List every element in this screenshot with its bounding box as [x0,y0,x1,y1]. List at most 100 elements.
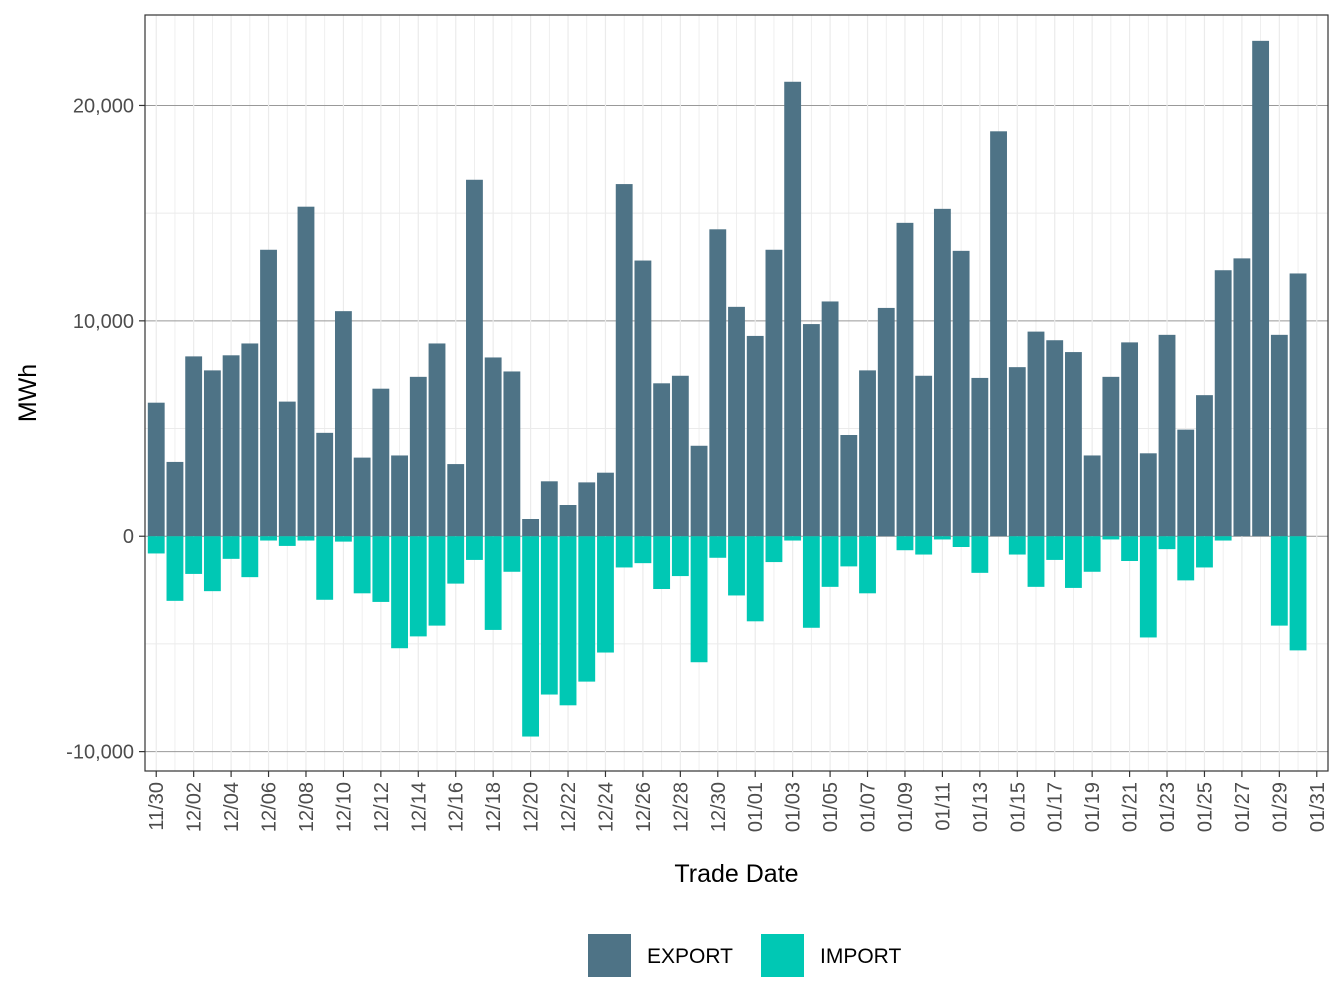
bar-import-01-11 [933,536,951,540]
bar-export-01-05 [821,301,839,537]
y-tick-label: 10,000 [73,311,134,333]
bar-export-12-27 [653,383,671,537]
bar-import-12-02 [185,536,203,574]
bar-export-01-24 [1177,429,1195,537]
x-tick-label: 01/27 [1232,782,1254,832]
bar-import-01-04 [802,536,820,628]
legend-key-export [588,934,631,977]
bar-export-12-09 [316,432,334,537]
bar-import-12-29 [690,536,708,663]
legend-label-import: IMPORT [820,945,901,968]
legend: EXPORT IMPORT [588,934,901,977]
bar-import-12-08 [297,536,315,541]
bar-export-01-12 [952,250,970,537]
x-axis-title: Trade Date [674,860,798,888]
bar-export-01-08 [877,307,895,537]
bar-export-01-06 [840,435,858,537]
bar-import-01-10 [915,536,933,555]
bar-export-01-04 [802,324,820,537]
bar-import-12-26 [634,536,652,564]
bar-export-01-11 [933,208,951,537]
y-axis-title: MWh [14,364,42,422]
bar-export-12-21 [540,481,558,537]
bar-import-01-06 [840,536,858,567]
bar-export-12-30 [709,229,727,537]
bar-export-12-16 [447,464,465,537]
x-tick-label: 01/09 [895,782,917,832]
bar-export-12-25 [615,184,633,537]
bar-export-12-17 [466,179,483,537]
bar-export-11-30 [147,402,165,537]
bar-export-01-19 [1083,455,1101,537]
bar-import-01-24 [1177,536,1195,581]
x-tick-label: 12/10 [333,782,355,832]
bar-export-12-23 [578,482,596,537]
bar-import-12-01 [166,536,184,601]
bar-export-01-01 [746,335,764,537]
bar-import-12-24 [597,536,614,653]
bar-export-01-15 [1008,367,1026,537]
y-tick-label: 20,000 [73,95,134,117]
bar-import-01-20 [1102,536,1120,540]
bar-import-01-03 [784,536,802,541]
bar-import-12-16 [447,536,465,584]
bar-export-01-20 [1102,376,1120,537]
bar-import-01-19 [1083,536,1101,572]
bar-export-01-28 [1252,40,1270,537]
x-tick-label: 01/01 [745,782,767,832]
bar-import-01-26 [1214,536,1232,541]
x-tick-label: 12/30 [708,782,730,832]
bar-export-01-13 [971,377,989,537]
bar-export-12-11 [353,457,371,537]
y-axis: -10,000 0 10,000 20,000 [66,95,145,764]
bar-export-12-08 [297,206,315,537]
bar-export-12-29 [690,445,708,537]
x-tick-label: 01/05 [820,782,842,832]
x-tick-label: 12/18 [483,782,505,832]
bar-import-12-03 [203,536,221,592]
bar-export-01-09 [896,222,914,537]
bar-import-12-12 [372,536,390,602]
bar-import-12-06 [260,536,277,541]
x-tick-label: 01/03 [783,782,805,832]
x-tick-label: 01/25 [1194,782,1216,832]
bar-export-12-15 [428,343,446,537]
bar-import-12-27 [653,536,671,589]
x-axis: 11/30 12/02 12/04 12/06 12/08 12/10 12/12 12/14… [146,771,1329,832]
x-tick-label: 01/19 [1082,782,1104,832]
bar-export-12-31 [728,306,745,537]
x-tick-label: 01/11 [932,782,954,831]
bar-export-01-17 [1046,340,1064,537]
bar-import-01-30 [1289,536,1307,651]
bar-export-12-22 [559,505,577,537]
bar-export-12-14 [409,376,427,537]
bar-export-12-04 [222,355,240,537]
bar-export-01-30 [1289,273,1307,537]
bar-import-01-05 [821,536,839,587]
bar-import-12-21 [540,536,558,695]
bar-import-01-12 [952,536,970,547]
bar-import-12-20 [522,536,540,737]
x-tick-label: 01/31 [1307,782,1329,832]
bar-import-12-14 [409,536,427,637]
legend-label-export: EXPORT [647,945,733,968]
bar-import-01-07 [859,536,876,594]
bar-import-01-16 [1027,536,1045,587]
x-tick-label: 12/26 [633,782,655,832]
bar-export-12-03 [203,370,221,537]
bar-import-12-05 [241,536,259,578]
bar-import-12-10 [334,536,352,542]
x-tick-label: 12/20 [521,782,543,832]
bar-import-01-09 [896,536,914,551]
bar-export-01-29 [1270,334,1288,537]
bar-export-01-02 [765,249,783,537]
bar-import-01-17 [1046,536,1064,560]
bar-export-01-03 [784,81,802,537]
bar-import-12-30 [709,536,727,558]
bars [147,40,1307,737]
bar-import-12-13 [391,536,408,649]
bar-export-12-13 [391,455,408,537]
bar-import-12-18 [484,536,502,630]
bar-import-12-22 [559,536,577,706]
